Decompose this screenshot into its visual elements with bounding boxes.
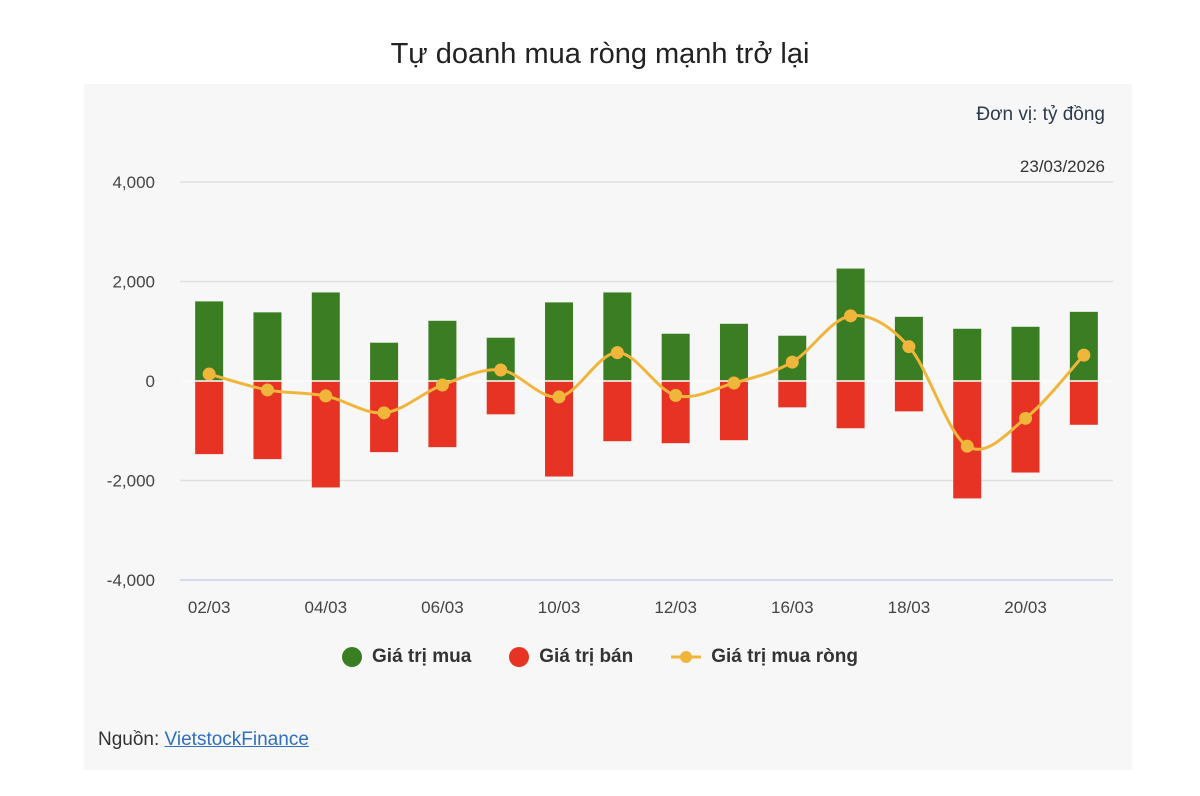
legend-item-net[interactable]: Giá trị mua ròng — [671, 646, 858, 668]
bar-sell — [894, 381, 923, 412]
net-point — [377, 406, 391, 420]
y-tick-label: 4,000 — [112, 173, 155, 192]
legend-marker-sell — [509, 647, 530, 667]
bar-buy — [370, 342, 399, 381]
x-tick-label: 02/03 — [188, 598, 231, 617]
x-tick-label: 18/03 — [888, 598, 931, 617]
chart-title: Tự doanh mua ròng mạnh trở lại — [390, 38, 810, 70]
bar-buy — [603, 292, 632, 381]
legend-label-buy: Giá trị mua — [372, 646, 472, 667]
legend-marker-net — [671, 651, 702, 663]
net-point — [669, 388, 683, 402]
net-point — [260, 383, 274, 397]
y-tick-label: -4,000 — [107, 571, 155, 590]
source: Nguồn: VietstockFinance — [98, 729, 309, 751]
net-point — [1019, 411, 1033, 425]
net-point — [610, 346, 624, 360]
x-tick-label: 16/03 — [771, 598, 814, 617]
x-tick-label: 06/03 — [421, 598, 464, 617]
bar-buy — [428, 320, 457, 381]
bar-buy — [953, 328, 982, 381]
bar-buy — [1011, 326, 1040, 381]
bar-sell — [486, 381, 515, 415]
bar-buy — [836, 268, 865, 381]
y-tick-label: 0 — [146, 372, 155, 391]
legend-marker-buy — [342, 647, 363, 667]
net-point — [552, 390, 566, 404]
date-note: 23/03/2026 — [1019, 157, 1105, 176]
bar-sell — [195, 381, 224, 455]
legend-label-sell: Giá trị bán — [539, 646, 634, 667]
source-link[interactable]: VietstockFinance — [164, 729, 309, 750]
x-tick-label: 10/03 — [538, 598, 581, 617]
net-point — [727, 376, 741, 390]
y-tick-label: 2,000 — [112, 273, 155, 292]
net-point — [319, 389, 333, 403]
source-label: Nguồn: — [98, 729, 165, 750]
unit-note: Đơn vị: tỷ đồng — [976, 104, 1105, 125]
legend: Giá trị mua Giá trị bán Giá trị mua ròng — [0, 646, 1200, 668]
net-line — [208, 313, 1085, 451]
net-point — [494, 363, 508, 377]
net-point — [785, 355, 799, 369]
legend-item-buy[interactable]: Giá trị mua — [342, 646, 471, 668]
x-tick-label: 04/03 — [305, 598, 348, 617]
bar-buy — [719, 323, 748, 381]
bar-sell — [428, 381, 457, 448]
bar-sell — [603, 381, 632, 442]
bar-sell — [1069, 381, 1098, 425]
net-point — [960, 439, 974, 453]
net-point — [1077, 348, 1091, 362]
bar-buy — [311, 292, 340, 381]
bar-sell — [836, 381, 865, 429]
bar-sell — [719, 381, 748, 441]
net-point — [844, 309, 858, 323]
legend-label-net: Giá trị mua ròng — [711, 646, 858, 667]
net-point — [202, 367, 216, 381]
net-point — [435, 378, 449, 392]
bar-buy — [253, 312, 282, 381]
net-point — [902, 340, 916, 354]
x-tick-label: 20/03 — [1004, 598, 1047, 617]
bar-buy — [1069, 311, 1098, 381]
legend-item-sell[interactable]: Giá trị bán — [509, 646, 633, 668]
y-tick-label: -2,000 — [107, 472, 155, 491]
x-tick-label: 12/03 — [654, 598, 697, 617]
bar-sell — [778, 381, 807, 408]
bar-buy — [545, 302, 574, 381]
bar-buy — [661, 333, 690, 381]
